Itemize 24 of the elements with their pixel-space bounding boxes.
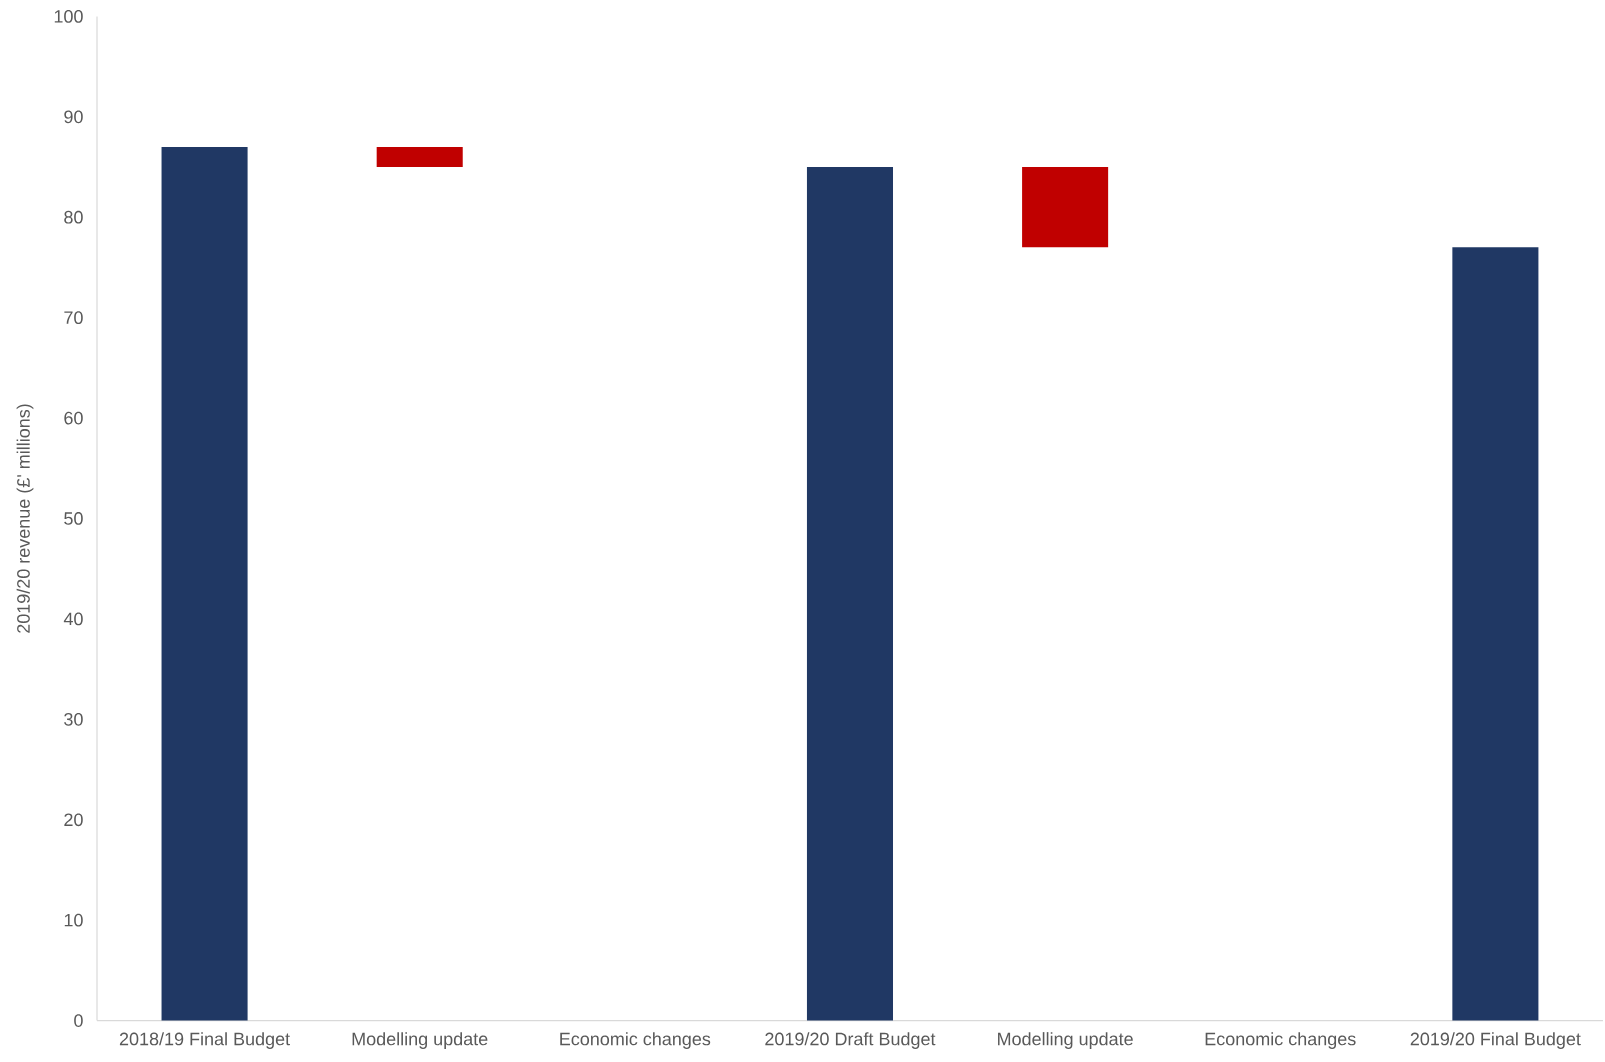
- bar: [1022, 167, 1109, 248]
- bar: [376, 146, 463, 168]
- y-tick-label: 0: [74, 1014, 83, 1027]
- y-tick-label: 40: [63, 612, 83, 626]
- bar: [161, 146, 248, 1021]
- x-tick-label: Economic changes: [560, 1032, 711, 1049]
- x-tick-label: 2019/20 Final Budget: [1410, 1032, 1581, 1049]
- bar: [806, 167, 894, 1021]
- y-tick-label: 90: [64, 110, 83, 124]
- y-tick-label: 60: [64, 411, 83, 425]
- y-tick-label: 10: [64, 913, 83, 927]
- y-tick-label: 20: [64, 813, 83, 827]
- x-tick-label: 2018/19 Final Budget: [119, 1032, 290, 1049]
- y-tick-label: 30: [64, 712, 83, 726]
- y-tick-label: 80: [64, 210, 83, 224]
- y-tick-label: 100: [54, 10, 83, 23]
- bar: [1452, 247, 1539, 1021]
- y-tick-label: 70: [64, 311, 83, 325]
- y-tick-label: 50: [64, 512, 83, 525]
- y-axis-title: 2019/20 revenue (£' millions): [16, 404, 34, 633]
- x-tick-label: Economic changes: [1205, 1032, 1356, 1049]
- x-tick-label: 2019/20 Draft Budget: [765, 1032, 936, 1049]
- x-tick-label: Modelling update: [998, 1032, 1133, 1049]
- x-tick-label: Modelling update: [352, 1032, 488, 1049]
